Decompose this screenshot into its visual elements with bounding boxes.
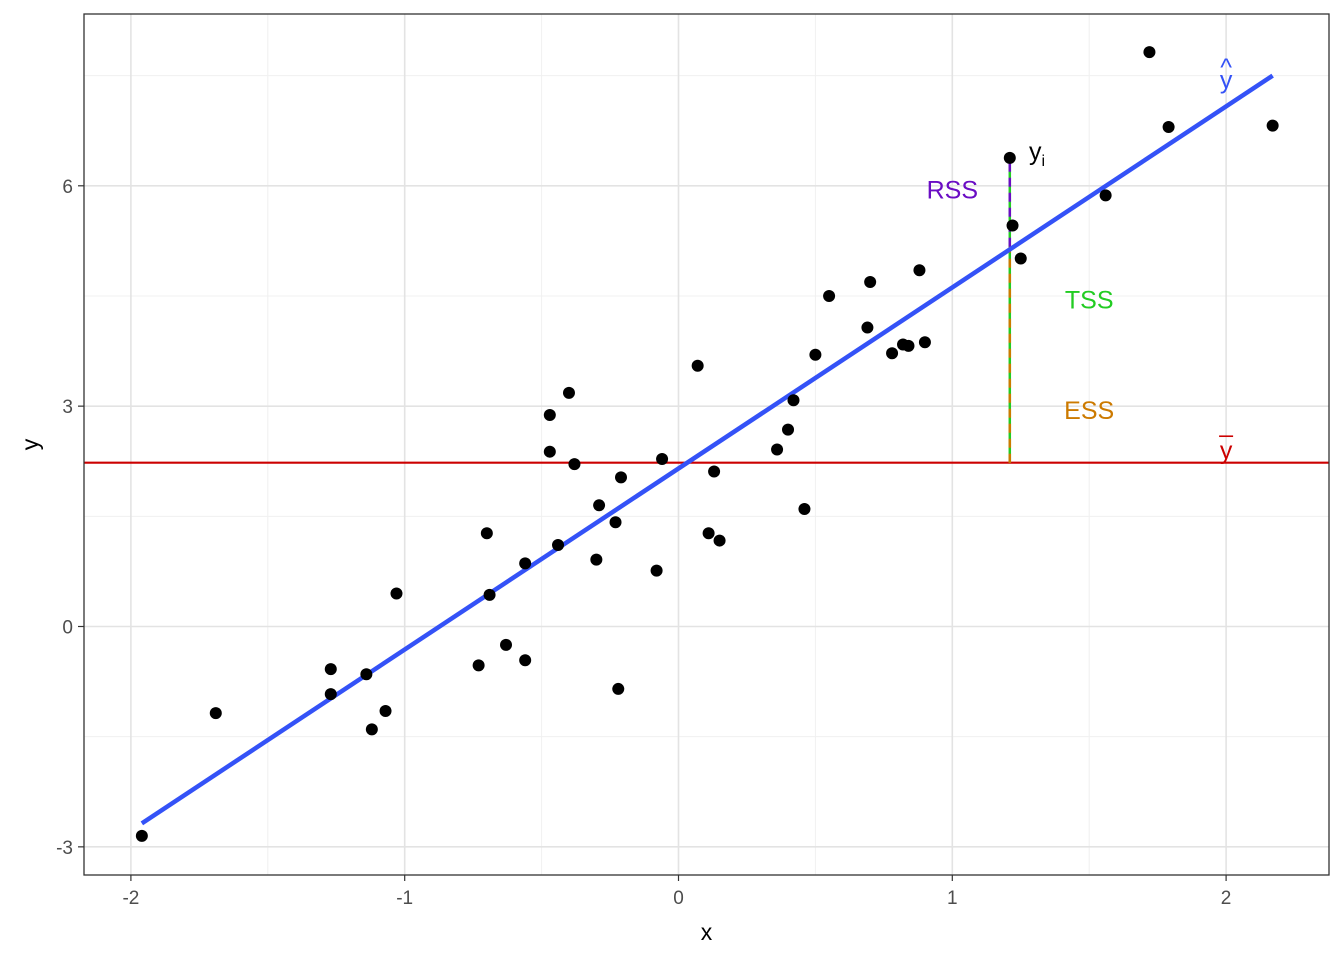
data-point bbox=[864, 276, 877, 289]
data-point bbox=[472, 659, 485, 672]
minor-gridlines bbox=[84, 14, 1329, 875]
data-point bbox=[1162, 121, 1175, 134]
data-point bbox=[918, 336, 931, 349]
data-point bbox=[324, 663, 337, 676]
x-tick-label: -1 bbox=[396, 888, 413, 909]
data-point bbox=[135, 829, 148, 842]
data-point bbox=[913, 264, 926, 277]
data-point bbox=[798, 502, 811, 515]
data-point bbox=[483, 588, 496, 601]
data-point bbox=[552, 538, 565, 551]
tss-label: TSS bbox=[1065, 287, 1114, 315]
data-point bbox=[612, 682, 625, 695]
data-point bbox=[691, 359, 704, 372]
data-point bbox=[365, 723, 378, 736]
data-point bbox=[861, 321, 874, 334]
data-point bbox=[902, 339, 915, 352]
data-point bbox=[543, 408, 556, 421]
data-point bbox=[1266, 119, 1279, 132]
yi-label: yi bbox=[1029, 138, 1045, 170]
data-point bbox=[1014, 252, 1027, 265]
data-point bbox=[656, 453, 669, 466]
data-point bbox=[702, 527, 715, 540]
x-tick-label: 2 bbox=[1221, 888, 1232, 909]
x-tick-label: 0 bbox=[673, 888, 684, 909]
y-tick-label: 0 bbox=[62, 618, 73, 639]
rss-label: RSS bbox=[927, 176, 978, 204]
y-axis-label: y bbox=[17, 438, 43, 450]
data-point bbox=[324, 688, 337, 701]
data-point bbox=[1099, 189, 1112, 202]
data-points bbox=[135, 46, 1279, 842]
data-point bbox=[562, 386, 575, 399]
data-point bbox=[609, 516, 622, 529]
axis-tick-labels: -2 -1 0 1 2 -3 0 3 6 bbox=[56, 177, 1231, 909]
data-point bbox=[379, 704, 392, 717]
data-point bbox=[650, 564, 663, 577]
data-point bbox=[390, 587, 403, 600]
panel-border bbox=[83, 13, 1330, 876]
data-point bbox=[543, 445, 556, 458]
data-point bbox=[593, 499, 606, 512]
ybar-label: y bbox=[1220, 437, 1233, 465]
data-point bbox=[519, 557, 532, 570]
data-point bbox=[787, 394, 800, 407]
data-point bbox=[809, 348, 822, 361]
data-point bbox=[360, 668, 373, 681]
major-gridlines bbox=[84, 14, 1329, 875]
x-tick-label: -2 bbox=[122, 888, 139, 909]
x-axis-label: x bbox=[701, 919, 713, 945]
data-point bbox=[519, 654, 532, 667]
data-point bbox=[713, 534, 726, 547]
data-point bbox=[823, 289, 836, 302]
data-point bbox=[886, 347, 899, 360]
data-point bbox=[1006, 219, 1019, 232]
data-point bbox=[615, 471, 628, 484]
y-tick-label: 6 bbox=[62, 177, 73, 198]
yhat-label: y bbox=[1220, 66, 1233, 94]
yi-label-base: y bbox=[1029, 138, 1042, 166]
data-point bbox=[1003, 151, 1016, 164]
yhat-mark: ^ bbox=[1220, 53, 1232, 81]
data-point bbox=[568, 458, 581, 471]
data-point bbox=[209, 707, 222, 720]
data-point bbox=[771, 443, 784, 456]
y-tick-label: 3 bbox=[62, 397, 73, 418]
data-point bbox=[1143, 46, 1156, 59]
ess-label: ESS bbox=[1064, 397, 1114, 425]
yi-label-subscript: i bbox=[1041, 153, 1045, 170]
data-point bbox=[782, 423, 795, 436]
y-tick-label: -3 bbox=[56, 838, 73, 859]
data-point bbox=[590, 553, 603, 566]
x-tick-label: 1 bbox=[947, 888, 958, 909]
data-point bbox=[708, 465, 721, 478]
data-point bbox=[480, 527, 493, 540]
axis-ticks bbox=[78, 185, 1227, 881]
data-point bbox=[500, 638, 513, 651]
